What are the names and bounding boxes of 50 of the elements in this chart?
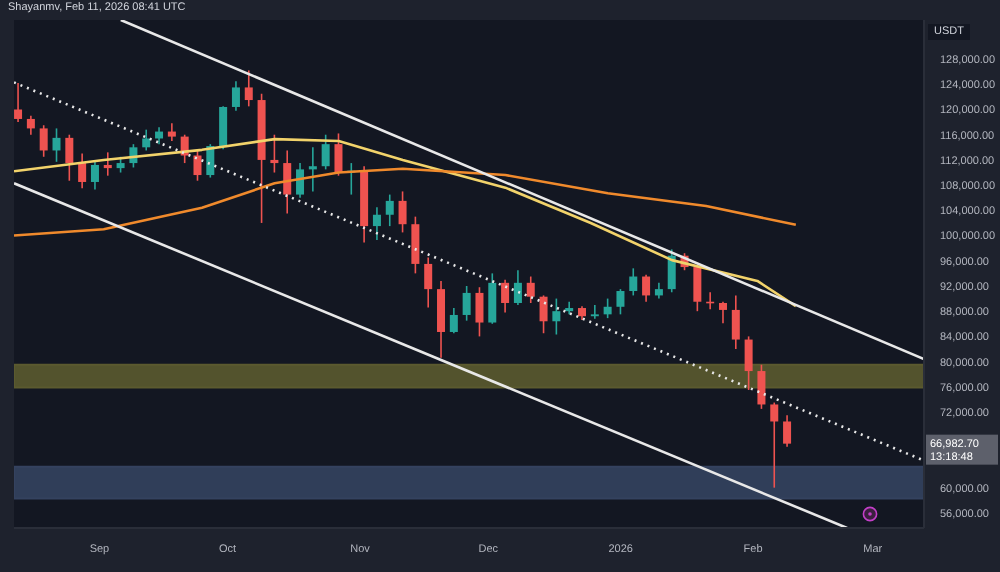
candlestick — [783, 414, 792, 448]
candlestick — [667, 248, 676, 294]
candlestick — [372, 206, 381, 241]
candlestick — [757, 363, 766, 410]
candlestick — [642, 273, 651, 303]
candlestick — [167, 122, 176, 142]
candlestick — [437, 280, 446, 359]
candlestick — [65, 133, 74, 182]
candlestick — [283, 149, 292, 215]
candlestick — [14, 82, 23, 123]
candlestick — [513, 269, 522, 306]
candlestick — [385, 193, 394, 227]
candlestick — [219, 105, 228, 151]
candlestick — [193, 149, 202, 182]
candlestick — [475, 286, 484, 338]
candlestick — [526, 275, 535, 304]
candlestick — [718, 300, 727, 324]
candlestick — [231, 80, 240, 112]
candlestick — [103, 151, 112, 177]
candlestick — [501, 278, 510, 314]
candlestick — [744, 335, 753, 391]
candlestick — [296, 162, 305, 199]
candlestick — [552, 297, 561, 336]
candlestick — [424, 256, 433, 309]
candlestick — [449, 307, 458, 335]
candlestick — [398, 190, 407, 234]
candlestick — [308, 146, 317, 193]
candlestick — [565, 300, 574, 316]
candlestick — [693, 264, 702, 312]
candlestick — [78, 152, 87, 190]
candlestick — [270, 133, 279, 174]
candlestick — [616, 288, 625, 316]
candlestick — [603, 297, 612, 319]
candlestick — [52, 127, 61, 163]
candlestick — [90, 159, 99, 191]
candlestick — [488, 272, 497, 325]
candlestick — [539, 294, 548, 335]
candlestick — [770, 401, 779, 489]
candlestick — [244, 69, 253, 108]
candlestick — [334, 132, 343, 177]
candlestick — [26, 115, 35, 136]
line-series — [14, 137, 798, 308]
candlestick — [590, 304, 599, 320]
candlestick — [39, 124, 48, 158]
candlestick — [142, 128, 151, 152]
candlestick — [411, 215, 420, 275]
candlestick — [629, 267, 638, 297]
candlestick — [462, 285, 471, 322]
candlestick — [731, 294, 740, 350]
candlestick — [321, 133, 330, 171]
